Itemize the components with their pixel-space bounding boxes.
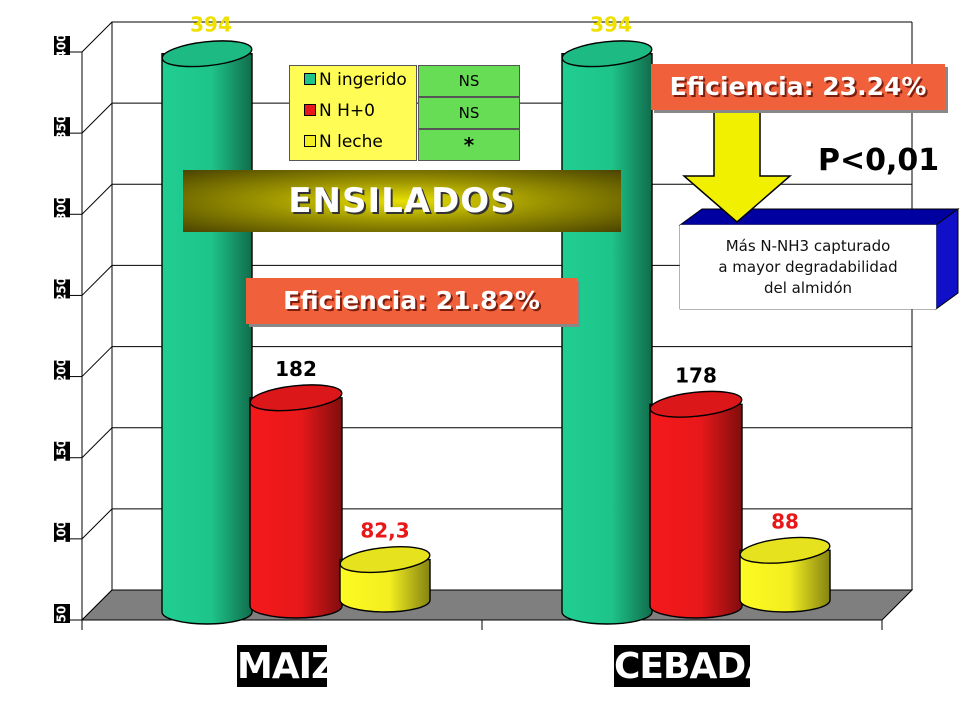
bar-value-label: 394 (190, 13, 232, 37)
bar-value-label: 82,3 (360, 519, 409, 543)
significance-cell: * (418, 129, 520, 161)
legend-item: N ingerido (304, 70, 407, 90)
y-tick-label: 200 (54, 358, 70, 383)
bar (339, 546, 431, 613)
svg-text:350: 350 (55, 115, 69, 140)
y-tick-label: 100 (54, 520, 70, 545)
svg-text:400: 400 (55, 33, 69, 58)
y-tick-label: 150 (54, 439, 70, 464)
bar-value-label: 394 (590, 13, 632, 37)
significance-cell: NS (418, 97, 520, 129)
legend-item: N leche (304, 132, 383, 152)
legend-swatch (304, 135, 316, 147)
legend-label: N leche (319, 132, 383, 152)
svg-text:250: 250 (55, 277, 69, 302)
note-line: a mayor degradabilidad (718, 257, 898, 276)
legend-item: N H+0 (304, 101, 375, 121)
svg-text:50: 50 (55, 606, 69, 623)
significance-cell: NS (418, 65, 520, 97)
legend-label: N ingerido (319, 70, 407, 90)
bar (739, 536, 831, 613)
note-line: Más N-NH3 capturado (725, 236, 891, 255)
legend-swatch (304, 73, 316, 85)
bar (249, 384, 343, 619)
legend-label: N H+0 (319, 101, 375, 121)
note-line: del almidón (763, 278, 852, 297)
category-label-maiz: MAIZ (237, 645, 337, 687)
bar (649, 390, 743, 619)
eficiencia-maiz-label: Eficiencia: 21.82% (246, 278, 577, 324)
eficiencia-cebada-label: Eficiencia: 23.24% (651, 64, 945, 110)
bar (561, 40, 653, 625)
svg-text:150: 150 (55, 439, 69, 464)
legend: N ingerido N H+0 N leche NS NS * (289, 65, 521, 161)
bar-value-label: 88 (771, 509, 799, 533)
bar-value-label: 178 (675, 363, 717, 387)
p-value-label: P<0,01 (818, 143, 940, 178)
ensilados-banner: ENSILADOS (183, 170, 621, 232)
y-tick-label: 300 (54, 196, 70, 221)
legend-swatch (304, 104, 316, 116)
down-arrow-icon (681, 109, 793, 223)
svg-text:200: 200 (55, 358, 69, 383)
category-label-cebada: CEBADA (614, 645, 773, 687)
svg-text:300: 300 (55, 196, 69, 221)
y-tick-label: 50 (54, 604, 70, 623)
bar-value-label: 182 (275, 357, 317, 381)
legend-series-box: N ingerido N H+0 N leche (289, 65, 417, 161)
y-tick-label: 250 (54, 277, 70, 302)
svg-text:100: 100 (55, 520, 69, 545)
bar (161, 40, 253, 625)
y-tick-label: 350 (54, 115, 70, 140)
y-tick-label: 400 (54, 33, 70, 59)
note-text: Más N-NH3 capturado a mayor degradabilid… (680, 225, 936, 309)
